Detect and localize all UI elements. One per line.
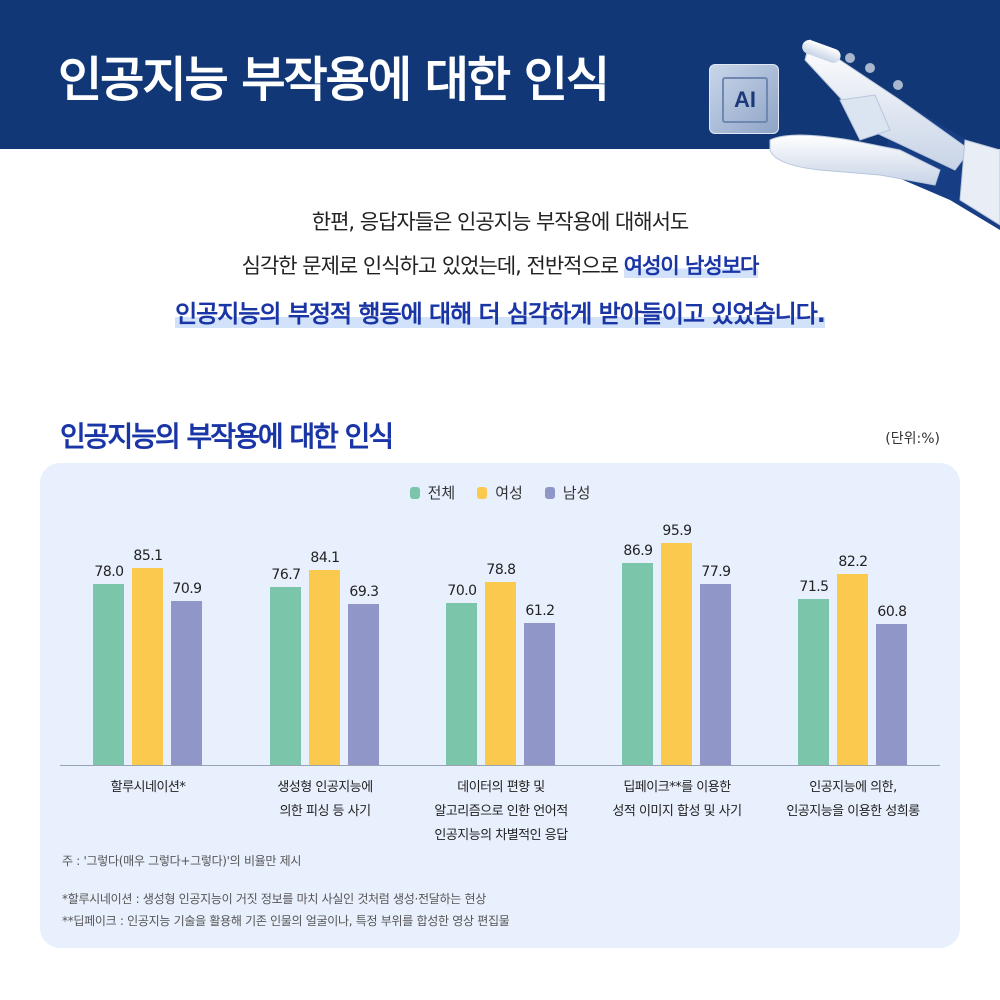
bar-total — [622, 563, 653, 765]
chart-notes: 주 : '그렇다(매우 그렇다+그렇다)'의 비율만 제시 *할루시네이션 : … — [62, 850, 510, 932]
bar-value-label: 69.3 — [349, 584, 379, 601]
x-axis-label-line: 알고리즘으로 인한 언어적 — [434, 804, 568, 819]
bar-total — [446, 602, 477, 765]
unit-label: (단위:%) — [885, 431, 940, 447]
bar-male — [524, 623, 555, 765]
bar-female — [132, 567, 163, 765]
ai-chip-icon: AI — [709, 64, 779, 134]
bar-male — [876, 623, 907, 765]
bar-male — [700, 584, 731, 765]
note-survey: 주 : '그렇다(매우 그렇다+그렇다)'의 비율만 제시 — [62, 854, 302, 868]
intro-highlight-1: 여성이 남성보다 — [623, 254, 759, 278]
robot-hand-illustration — [769, 39, 1000, 230]
bar-value-label: 76.7 — [271, 567, 301, 584]
legend-swatch-male — [544, 486, 555, 499]
intro-highlight-2: 인공지능의 부정적 행동에 대해 더 심각하게 받아들이고 있었습니다. — [175, 300, 826, 328]
intro-line-2-plain: 심각한 문제로 인식하고 있었는데, 전반적으로 — [241, 254, 624, 278]
bar-value-label: 70.9 — [172, 580, 202, 597]
bar-total — [270, 587, 301, 765]
x-axis-line — [60, 765, 940, 766]
bar-female — [661, 542, 692, 765]
intro-line-3: 인공지능의 부정적 행동에 대해 더 심각하게 받아들이고 있었습니다. — [0, 292, 1000, 336]
legend-label-total: 전체 — [427, 484, 456, 502]
bar-group: 78.0 85.1 70.9 — [93, 520, 213, 765]
bar-female — [485, 582, 516, 765]
x-axis-label-line: 의한 피싱 등 사기 — [279, 804, 371, 819]
x-axis-label: 할루시네이션* — [53, 776, 243, 800]
bar-value-label: 82.2 — [838, 554, 868, 571]
bar-female — [309, 569, 340, 765]
note-deepfake: **딥페이크 : 인공지능 기술을 활용해 기존 인물의 얼굴이나, 특정 부위… — [62, 914, 510, 928]
x-axis-label: 인공지능에 의한, 인공지능을 이용한 성희롱 — [758, 776, 948, 824]
bar-value-label: 78.0 — [94, 564, 124, 581]
legend-swatch-total — [409, 486, 420, 499]
bar-value-label: 85.1 — [133, 547, 163, 564]
bar-value-label: 84.1 — [310, 549, 340, 566]
note-hallucination: *할루시네이션 : 생성형 인공지능이 거짓 정보를 마치 사실인 것처럼 생성… — [62, 892, 487, 906]
bar-male — [348, 604, 379, 765]
page-title: 인공지능 부작용에 대한 인식 — [58, 52, 610, 108]
legend-item-female: 여성 — [477, 482, 523, 503]
intro-text: 한편, 응답자들은 인공지능 부작용에 대해서도 심각한 문제로 인식하고 있었… — [0, 200, 1000, 336]
bar-group: 76.7 84.1 69.3 — [270, 520, 390, 765]
bar-group: 86.9 95.9 77.9 — [622, 520, 742, 765]
legend-swatch-female — [477, 486, 488, 499]
x-axis-label-line: 인공지능을 이용한 성희롱 — [786, 804, 920, 819]
bar-male — [171, 600, 202, 765]
bar-value-label: 95.9 — [662, 522, 692, 539]
legend-label-male: 남성 — [562, 484, 591, 502]
x-axis-label-line: 생성형 인공지능에 — [277, 780, 373, 795]
legend-item-male: 남성 — [544, 482, 591, 503]
bar-value-label: 77.9 — [701, 564, 731, 581]
legend-item-total: 전체 — [409, 482, 456, 503]
x-axis-label-line: 성적 이미지 합성 및 사기 — [612, 804, 742, 819]
x-axis-label-line: 인공지능에 의한, — [809, 780, 897, 795]
bar-value-label: 70.0 — [447, 582, 477, 599]
bar-plot-area: 78.0 85.1 70.9 76.7 84.1 69.3 70.0 78.8 61.2 86.9… — [60, 520, 940, 765]
bar-value-label: 71.5 — [799, 579, 829, 596]
bar-value-label: 78.8 — [486, 562, 516, 579]
bar-total — [93, 584, 124, 765]
intro-line-1: 한편, 응답자들은 인공지능 부작용에 대해서도 — [311, 210, 689, 234]
x-axis-label-line: 할루시네이션* — [110, 780, 186, 795]
bar-value-label: 60.8 — [877, 603, 907, 620]
bar-total — [798, 599, 829, 765]
bar-female — [837, 574, 868, 765]
bar-group: 70.0 78.8 61.2 — [446, 520, 566, 765]
chart-title: 인공지능의 부작용에 대한 인식 — [60, 420, 394, 453]
x-axis-label-line: 데이터의 편향 및 — [457, 780, 545, 795]
ai-chip-label: AI — [722, 77, 768, 123]
bar-group: 71.5 82.2 60.8 — [798, 520, 918, 765]
x-axis-label-line: 인공지능의 차별적인 응답 — [434, 828, 568, 843]
bar-value-label: 61.2 — [525, 603, 555, 620]
bar-value-label: 86.9 — [623, 543, 653, 560]
intro-line-2: 심각한 문제로 인식하고 있었는데, 전반적으로 여성이 남성보다 — [0, 244, 1000, 288]
x-axis-label-line: 딥페이크**를 이용한 — [623, 780, 731, 795]
legend-label-female: 여성 — [495, 484, 523, 502]
chart-legend: 전체 여성 남성 — [0, 482, 1000, 503]
